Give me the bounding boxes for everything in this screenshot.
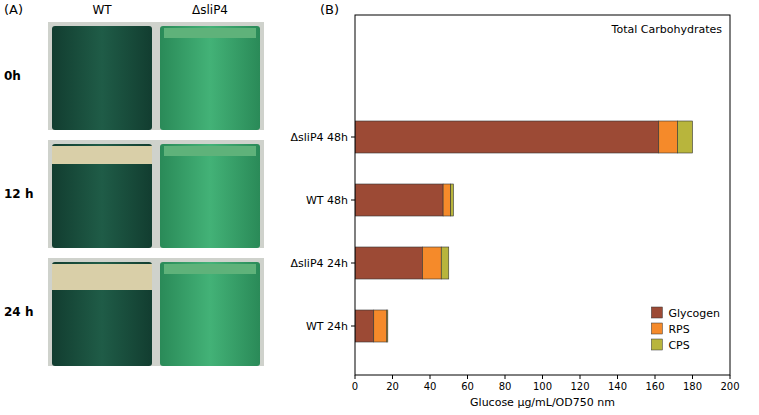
culture-tube <box>160 144 260 248</box>
row-label: 24 h <box>4 305 33 319</box>
bar-segment <box>443 184 451 216</box>
row-label: 12 h <box>4 187 33 201</box>
category-label: ΔsliP4 48h <box>291 131 348 144</box>
x-tick <box>655 375 656 379</box>
pale-layer <box>52 264 152 290</box>
column-label: ΔsliP4 <box>192 3 228 17</box>
bar-segment <box>451 184 454 216</box>
bar-segment <box>355 121 659 153</box>
legend-label: CPS <box>668 339 689 352</box>
legend-label: Glycogen <box>668 307 720 320</box>
culture-tube <box>52 262 152 366</box>
x-tick-label: 0 <box>352 381 358 392</box>
culture-tube <box>160 26 260 130</box>
x-tick-label: 80 <box>499 381 512 392</box>
culture-tube <box>52 26 152 130</box>
photo-background <box>48 140 264 248</box>
culture-tube <box>160 262 260 366</box>
photo-background <box>48 22 264 130</box>
bar-segment <box>678 121 693 153</box>
x-tick-label: 180 <box>683 381 702 392</box>
legend-swatch <box>651 307 662 318</box>
y-tick <box>351 200 355 201</box>
bar-segment <box>386 310 388 342</box>
x-axis-title: Glucose μg/mL/OD750 nm <box>470 396 615 409</box>
legend: Glycogen RPS CPS <box>651 307 720 352</box>
y-tick <box>351 137 355 138</box>
legend-swatch <box>651 323 662 334</box>
bar-segment <box>355 310 374 342</box>
legend-label: RPS <box>668 323 689 336</box>
x-tick-label: 120 <box>570 381 589 392</box>
x-tick-label: 40 <box>424 381 437 392</box>
category-label: ΔsliP4 24h <box>291 257 348 270</box>
surface-foam <box>164 146 256 156</box>
x-tick <box>617 375 618 379</box>
surface-foam <box>164 264 256 274</box>
row-label: 0h <box>4 69 21 83</box>
x-tick-label: 160 <box>645 381 664 392</box>
x-tick <box>692 375 693 379</box>
x-tick <box>430 375 431 379</box>
chart-title: Total Carbohydrates <box>611 23 723 36</box>
bar-segment <box>374 310 387 342</box>
category-label: WT 24h <box>306 320 348 333</box>
bar-segment <box>423 247 442 279</box>
legend-swatch <box>651 339 662 350</box>
culture-tube <box>52 144 152 248</box>
y-tick <box>351 326 355 327</box>
bar-segment <box>355 184 443 216</box>
figure: (A) WT ΔsliP4 0h 12 h 24 h (B) 0 20 40 60 80 100 120 1… <box>0 0 759 415</box>
surface-foam <box>164 28 256 38</box>
photo-background <box>48 258 264 366</box>
x-tick <box>730 375 731 379</box>
x-tick <box>392 375 393 379</box>
pale-layer <box>52 146 152 164</box>
category-label: WT 48h <box>306 194 348 207</box>
x-tick-label: 20 <box>386 381 399 392</box>
bars <box>355 121 693 342</box>
column-label: WT <box>92 3 112 17</box>
x-tick-label: 140 <box>608 381 627 392</box>
x-tick <box>467 375 468 379</box>
x-tick-label: 60 <box>461 381 474 392</box>
panel-letter: (A) <box>4 2 23 17</box>
plot-frame <box>355 15 730 375</box>
bar-segment <box>355 247 423 279</box>
x-tick <box>542 375 543 379</box>
x-tick-label: 200 <box>720 381 739 392</box>
bar-segment <box>441 247 449 279</box>
x-tick <box>355 375 356 379</box>
y-tick <box>351 263 355 264</box>
x-tick <box>505 375 506 379</box>
bar-segment <box>659 121 678 153</box>
x-tick-label: 100 <box>533 381 552 392</box>
panel-letter: (B) <box>320 2 339 17</box>
x-tick <box>580 375 581 379</box>
